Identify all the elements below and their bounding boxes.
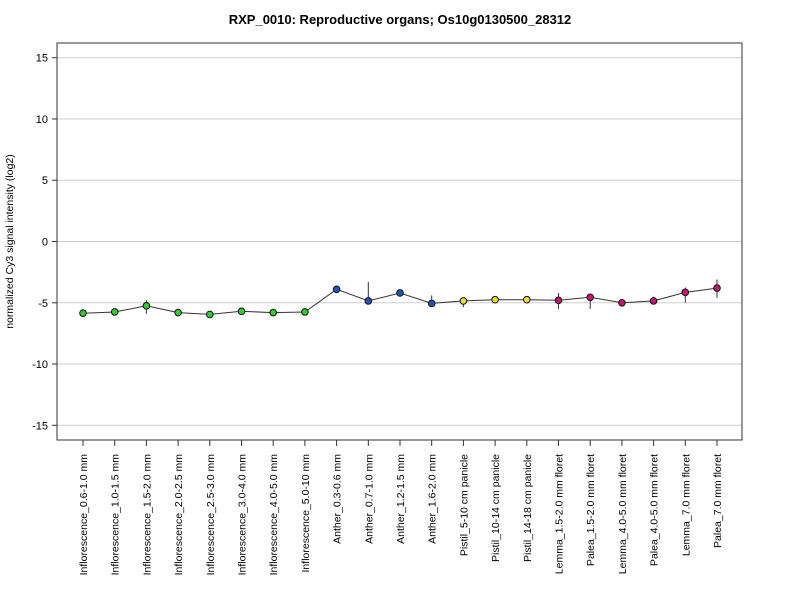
x-tick-label: Inflorescence_1.5-2.0 mm — [141, 454, 153, 576]
data-point — [79, 309, 87, 317]
data-point — [491, 295, 499, 304]
y-tick-label: 0 — [42, 237, 48, 249]
x-tick-label: Inflorescence_4.0-5.0 mm — [268, 454, 280, 576]
y-tick-label: -15 — [32, 420, 48, 432]
x-tick-label: Anther_1.2-1.5 mm — [395, 454, 407, 544]
x-tick-label: Lemma_1.5-2.0 mm floret — [554, 454, 566, 574]
x-tick-label: Anther_1.6-2.0 mm — [427, 454, 439, 544]
data-point — [586, 293, 595, 302]
data-point — [206, 310, 214, 319]
x-tick-label: Pistil_14-18 cm panicle — [522, 454, 534, 562]
data-point — [713, 284, 721, 292]
chart-title: RXP_0010: Reproductive organs; Os10g0130… — [228, 12, 572, 27]
x-tick-label: Inflorescence_2.0-2.5 mm — [173, 454, 185, 576]
x-tick-label: Inflorescence_1.0-1.5 mm — [110, 454, 122, 576]
x-tick-label: Inflorescence_5.0-10 mm — [300, 454, 312, 573]
x-tick-label: Anther_0.7-1.0 mm — [363, 454, 375, 544]
y-tick-label: -5 — [38, 298, 48, 310]
data-point — [332, 285, 341, 294]
data-point — [554, 296, 563, 305]
data-point — [269, 308, 278, 317]
x-tick-label: Palea_4.0-5.0 mm floret — [649, 454, 661, 566]
x-tick-label: Pistil_5-10 cm panicle — [458, 454, 470, 556]
x-tick-label: Inflorescence_0.6-1.0 mm — [78, 454, 90, 576]
x-tick-label: Palea_7.0 mm floret — [712, 454, 724, 548]
data-point — [681, 288, 690, 297]
data-point — [142, 302, 151, 310]
x-tick-label: Pistil_10-14 cm panicle — [490, 454, 502, 562]
data-point — [301, 308, 309, 316]
y-tick-label: -10 — [32, 359, 48, 371]
data-point — [174, 308, 182, 317]
x-tick-label: Inflorescence_2.5-3.0 mm — [205, 454, 217, 576]
y-axis-label: normalized Cy3 signal intensity (log2) — [4, 154, 16, 329]
x-tick-label: Lemma_7.0 mm floret — [680, 454, 692, 556]
x-tick-label: Palea_1.5-2.0 mm floret — [585, 454, 597, 566]
y-tick-label: 15 — [36, 53, 48, 65]
data-point — [523, 295, 531, 304]
x-tick-label: Anther_0.3-0.6 mm — [332, 454, 344, 544]
data-point — [459, 297, 468, 305]
y-tick-label: 5 — [42, 175, 48, 187]
data-point — [110, 308, 119, 316]
x-tick-label: Inflorescence_3.0-4.0 mm — [237, 454, 249, 576]
data-point — [237, 307, 246, 316]
data-point — [396, 289, 404, 297]
data-point — [427, 299, 436, 308]
y-tick-label: 10 — [36, 114, 48, 126]
x-tick-label: Lemma_4.0-5.0 mm floret — [617, 454, 629, 574]
data-point — [364, 297, 373, 305]
data-point — [618, 298, 626, 307]
data-point — [649, 297, 658, 305]
